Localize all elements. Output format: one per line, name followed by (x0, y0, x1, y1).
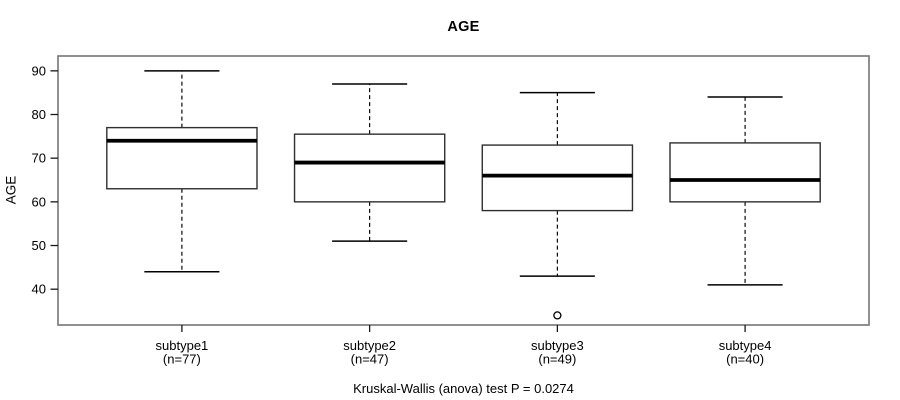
x-count-label: (n=77) (163, 352, 201, 367)
y-tick-label: 40 (32, 282, 46, 297)
x-category-label: subtype1 (156, 338, 209, 353)
chart-title: AGE (447, 19, 480, 35)
iqr-box (106, 126, 258, 190)
y-tick-label: 50 (32, 238, 46, 253)
x-category-label: subtype2 (343, 338, 396, 353)
y-tick-label: 60 (32, 194, 46, 209)
y-tick-label: 90 (32, 63, 46, 78)
y-tick-label: 70 (32, 151, 46, 166)
x-category-label: subtype3 (531, 338, 584, 353)
iqr-box (293, 133, 446, 203)
iqr-box (669, 142, 821, 203)
stats-caption: Kruskal-Wallis (anova) test P = 0.0274 (353, 381, 574, 396)
plot-border (57, 55, 870, 326)
x-count-label: (n=40) (726, 352, 764, 367)
iqr-box (481, 144, 634, 212)
x-category-label: subtype4 (719, 338, 772, 353)
y-tick-label: 80 (32, 107, 46, 122)
x-count-label: (n=47) (351, 352, 389, 367)
x-count-label: (n=49) (538, 352, 576, 367)
outlier-point (553, 311, 562, 320)
